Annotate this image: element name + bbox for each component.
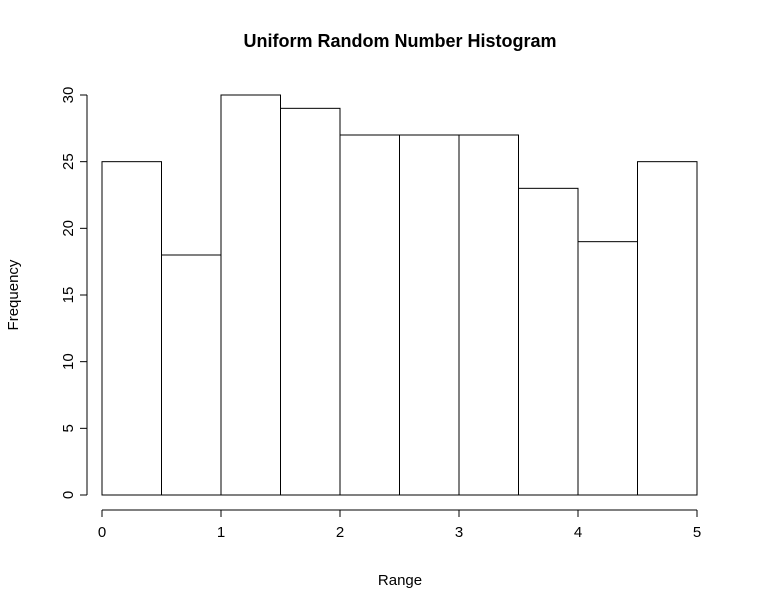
histogram-bar: [399, 134, 460, 496]
histogram-bar: [161, 254, 222, 496]
x-tick-label: 5: [693, 524, 701, 541]
chart-title: Uniform Random Number Histogram: [243, 31, 556, 51]
y-tick-label: 0: [60, 491, 77, 499]
x-axis-label: Range: [378, 572, 422, 589]
y-axis: 0 5 10 15 20 25 30: [60, 87, 88, 499]
y-tick-label: 20: [60, 220, 77, 237]
y-tick-label: 5: [60, 424, 77, 432]
histogram-bar: [101, 161, 162, 496]
histogram-bar: [577, 241, 638, 496]
x-tick-label: 3: [455, 524, 463, 541]
x-tick-label: 4: [574, 524, 582, 541]
histogram-bar: [220, 94, 281, 496]
histogram-bar: [339, 134, 400, 496]
histogram-bar: [280, 107, 341, 496]
y-tick-label: 25: [60, 153, 77, 170]
x-axis: 0 1 2 3 4 5: [98, 509, 701, 541]
histogram-bar: [458, 134, 519, 496]
bars-group: [101, 94, 698, 496]
y-tick-label: 15: [60, 287, 77, 304]
y-tick-label: 30: [60, 87, 77, 104]
y-tick-label: 10: [60, 353, 77, 370]
x-tick-label: 1: [217, 524, 225, 541]
x-tick-label: 2: [336, 524, 344, 541]
histogram-bar: [518, 187, 579, 496]
y-axis-label: Frequency: [5, 259, 22, 330]
x-tick-label: 0: [98, 524, 106, 541]
histogram-bar: [637, 161, 698, 496]
